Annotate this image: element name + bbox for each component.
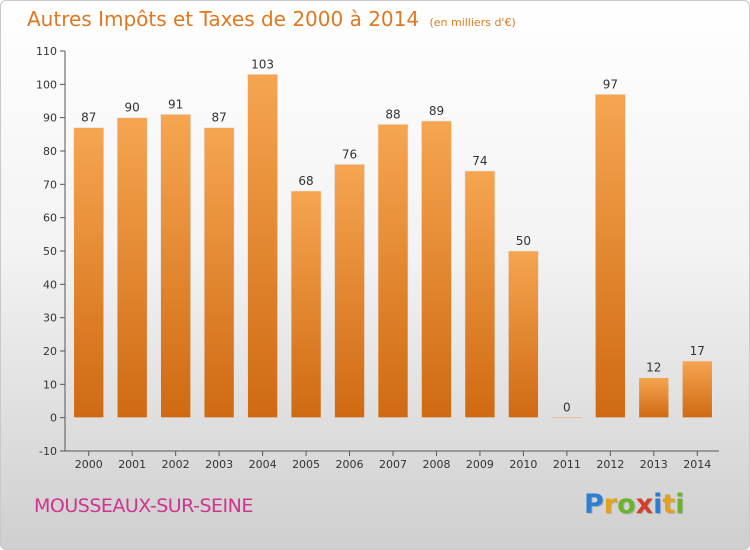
- value-label-2005: 68: [298, 174, 313, 188]
- x-tick-label-2005: 2005: [292, 458, 320, 471]
- value-label-2004: 103: [251, 57, 274, 71]
- logo-letter: x: [635, 489, 654, 520]
- x-tick-label-2004: 2004: [249, 458, 277, 471]
- bar-2011: [551, 416, 583, 418]
- y-tick-label: 50: [43, 245, 57, 258]
- bar-2012: [595, 94, 626, 418]
- y-tick-label: 100: [36, 78, 57, 91]
- chart-title: Autres Impôts et Taxes de 2000 à 2014 (e…: [27, 7, 516, 31]
- logo-letter: t: [662, 489, 676, 520]
- x-tick-label-2013: 2013: [640, 458, 668, 471]
- y-tick-label: 20: [43, 345, 57, 358]
- x-tick-label-2000: 2000: [75, 458, 103, 471]
- bar-2003: [203, 127, 235, 418]
- value-label-2001: 90: [125, 101, 140, 115]
- value-label-2003: 87: [211, 111, 226, 125]
- commune-name: MOUSSEAUX-SUR-SEINE: [34, 495, 253, 517]
- x-tick-label-2001: 2001: [118, 458, 146, 471]
- value-label-2009: 74: [472, 154, 487, 168]
- value-label-2002: 91: [168, 97, 183, 111]
- logo-letter: o: [617, 489, 636, 520]
- x-tick-label-2007: 2007: [379, 458, 407, 471]
- logo-letter: P: [584, 489, 604, 520]
- bar-2008: [421, 120, 452, 418]
- value-label-2000: 87: [81, 111, 96, 125]
- bar-2009: [464, 170, 496, 418]
- logo-letter: r: [603, 489, 618, 520]
- chart-subtitle: (en milliers d'€): [429, 16, 516, 29]
- y-tick-label: 90: [43, 112, 57, 125]
- bar-2001: [116, 117, 148, 418]
- y-tick-label: 110: [36, 45, 57, 58]
- y-tick-label: 40: [43, 278, 57, 291]
- bar-2014: [681, 360, 713, 418]
- bar-2002: [160, 114, 191, 418]
- x-tick-label-2003: 2003: [205, 458, 233, 471]
- bar-2007: [377, 124, 409, 418]
- x-tick-label-2009: 2009: [466, 458, 494, 471]
- bar-2005: [290, 190, 322, 418]
- value-label-2013: 12: [646, 361, 661, 375]
- x-tick-label-2014: 2014: [683, 458, 711, 471]
- x-tick-label-2011: 2011: [553, 458, 581, 471]
- y-tick-label: 0: [50, 412, 57, 425]
- y-tick-label: 10: [43, 378, 57, 391]
- bar-2013: [638, 377, 670, 418]
- y-tick-label: 80: [43, 145, 57, 158]
- y-tick-label: 30: [43, 312, 57, 325]
- x-tick-label-2008: 2008: [422, 458, 450, 471]
- x-tick-label-2006: 2006: [336, 458, 364, 471]
- y-tick-label: 70: [43, 178, 57, 191]
- x-tick-label-2012: 2012: [596, 458, 624, 471]
- value-label-2006: 76: [342, 147, 357, 161]
- value-label-2008: 89: [429, 104, 444, 118]
- bar-2000: [73, 127, 105, 418]
- axis-layer: -10 0 10 20 30 40 50 60 70 80 90 100 110: [36, 45, 719, 458]
- proxiti-logo: Proxiti: [584, 489, 685, 520]
- y-tick-label: -10: [39, 445, 57, 458]
- value-label-2012: 97: [603, 77, 618, 91]
- bar-layer: [73, 74, 713, 418]
- bar-2006: [334, 164, 365, 418]
- value-label-2011: 0: [563, 401, 571, 415]
- value-label-2010: 50: [516, 234, 531, 248]
- chart-title-text: Autres Impôts et Taxes de 2000 à 2014: [27, 7, 420, 31]
- value-label-2014: 17: [690, 344, 705, 358]
- bar-2004: [247, 74, 278, 418]
- logo-letter: i: [675, 489, 685, 520]
- value-label-2007: 88: [385, 107, 400, 121]
- x-tick-label-2002: 2002: [162, 458, 190, 471]
- logo-letter: i: [653, 489, 663, 520]
- bar-2010: [508, 250, 539, 418]
- x-tick-label-2010: 2010: [509, 458, 537, 471]
- y-tick-label: 60: [43, 212, 57, 225]
- label-layer: 87 2000 90 2001 91 2002 87 2003 103 2004 68 2005 76 2…: [75, 57, 712, 471]
